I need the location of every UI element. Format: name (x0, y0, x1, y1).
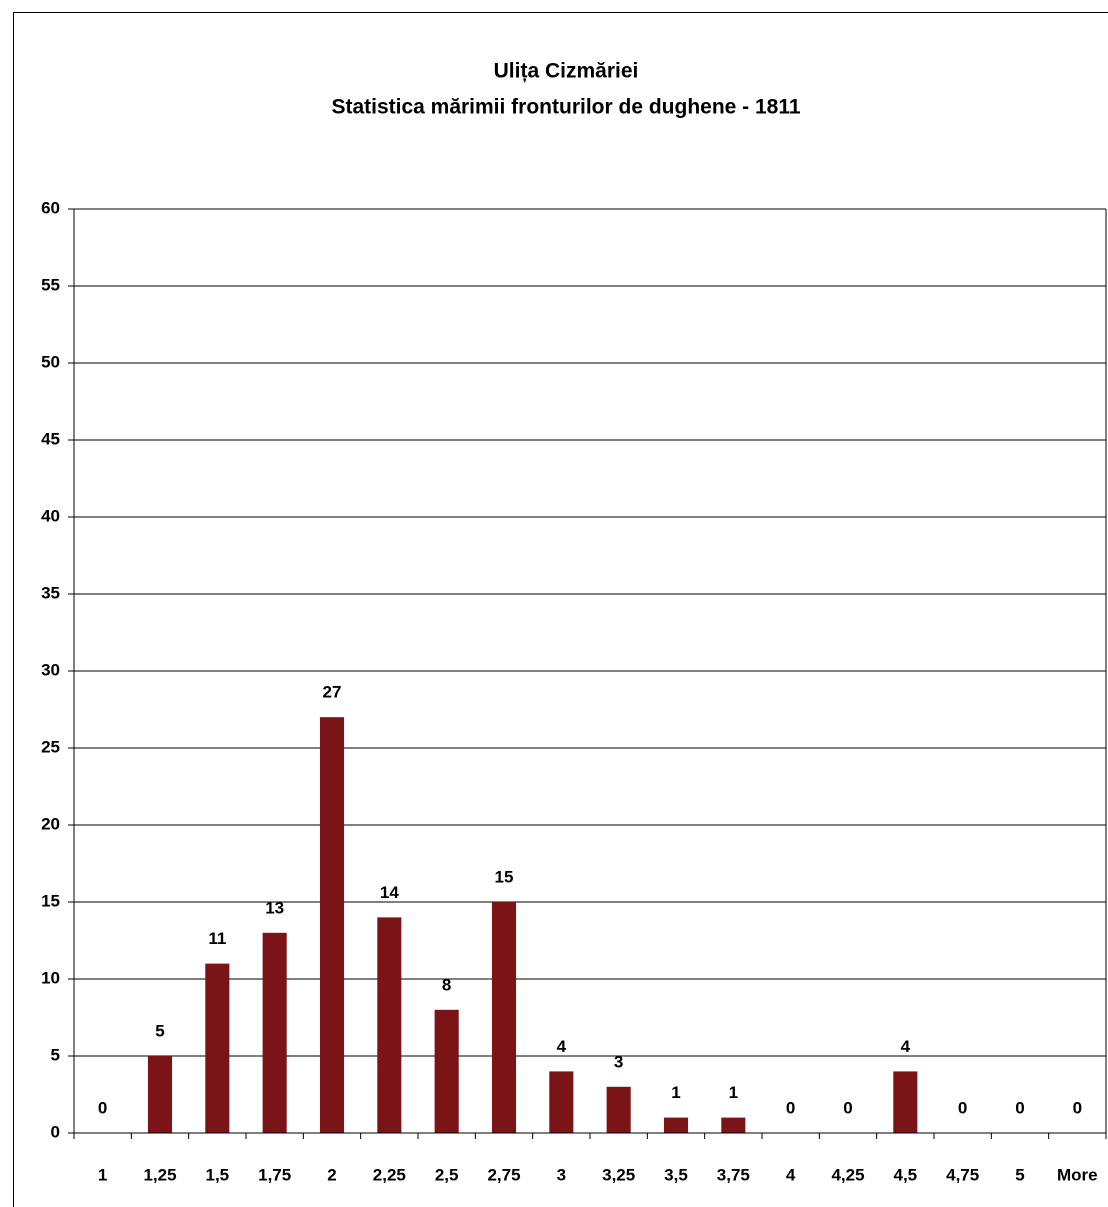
data-label: 1 (671, 1083, 680, 1102)
x-tick-label: 5 (1015, 1165, 1024, 1184)
x-tick-label: 2 (327, 1165, 336, 1184)
y-tick-label: 30 (41, 660, 60, 679)
x-tick-label: 1 (98, 1165, 107, 1184)
y-tick-label: 0 (51, 1122, 60, 1141)
data-label: 27 (323, 683, 342, 702)
y-tick-label: 5 (51, 1045, 60, 1064)
data-label: 14 (380, 883, 399, 902)
data-label: 5 (155, 1021, 164, 1040)
x-tick-label: 1,75 (258, 1165, 291, 1184)
bar (606, 1086, 631, 1133)
x-tick-label: 2,25 (373, 1165, 406, 1184)
y-tick-label: 50 (41, 352, 60, 371)
chart-title: Ulița Cizmăriei (494, 60, 639, 83)
data-label: 3 (614, 1052, 623, 1071)
x-tick-label: 1,5 (206, 1165, 230, 1184)
data-label: 0 (1073, 1098, 1082, 1117)
data-label: 0 (786, 1098, 795, 1117)
data-label: 0 (98, 1098, 107, 1117)
x-tick-label: 3,75 (717, 1165, 750, 1184)
y-tick-label: 55 (41, 275, 60, 294)
y-tick-label: 45 (41, 429, 60, 448)
y-tick-label: 15 (41, 891, 60, 910)
data-label: 0 (843, 1098, 852, 1117)
x-tick-label: 4,5 (894, 1165, 918, 1184)
data-label: 0 (958, 1098, 967, 1117)
data-label: 4 (557, 1037, 567, 1056)
data-label: 15 (495, 867, 514, 886)
data-label: 4 (901, 1037, 911, 1056)
data-label: 11 (208, 929, 226, 948)
bar (893, 1071, 918, 1133)
y-tick-label: 20 (41, 814, 60, 833)
bar (434, 1009, 459, 1133)
data-label: 13 (265, 898, 284, 917)
x-tick-label: 2,75 (487, 1165, 520, 1184)
bar (205, 963, 230, 1133)
data-label: 1 (729, 1083, 738, 1102)
data-label: 0 (1015, 1098, 1024, 1117)
x-tick-label: 4,25 (831, 1165, 864, 1184)
x-tick-label: 2,5 (435, 1165, 459, 1184)
bar (377, 917, 402, 1133)
chart-subtitle: Statistica mărimii fronturilor de dughen… (331, 96, 800, 119)
bar (663, 1117, 689, 1133)
bar (147, 1056, 173, 1133)
bar (721, 1117, 746, 1133)
x-tick-label: 3,25 (602, 1165, 635, 1184)
bar (549, 1071, 574, 1133)
y-tick-label: 60 (41, 198, 60, 217)
y-tick-label: 40 (41, 506, 60, 525)
data-label: 8 (442, 975, 451, 994)
x-tick-label: 3,5 (664, 1165, 688, 1184)
y-tick-label: 25 (41, 737, 60, 756)
bar (262, 932, 287, 1133)
chart-frame (13, 12, 1108, 1207)
bar (319, 717, 345, 1133)
x-tick-label: 4 (786, 1165, 796, 1184)
x-tick-label: More (1057, 1165, 1098, 1184)
bar (491, 902, 517, 1133)
x-tick-label: 3 (557, 1165, 566, 1184)
x-tick-label: 4,75 (946, 1165, 979, 1184)
y-tick-label: 35 (41, 583, 60, 602)
y-tick-label: 10 (41, 968, 60, 987)
x-tick-label: 1,25 (143, 1165, 176, 1184)
